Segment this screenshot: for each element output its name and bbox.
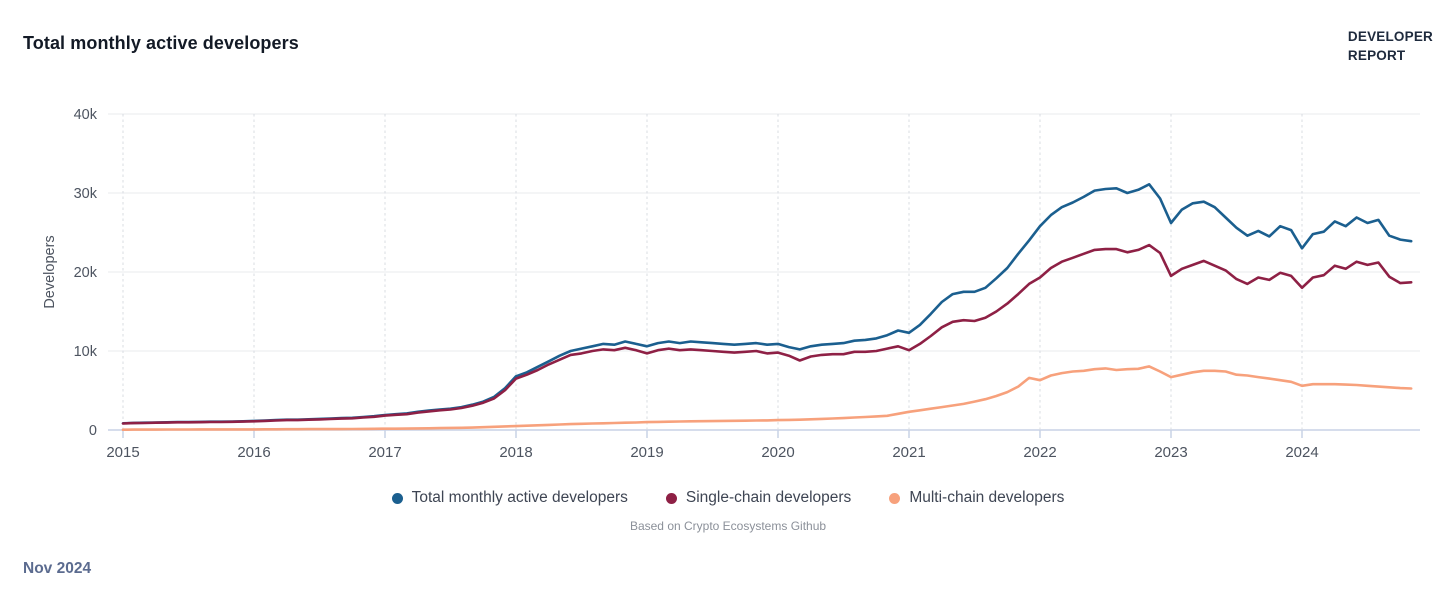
- page-title: Total monthly active developers: [23, 33, 299, 53]
- legend-label: Total monthly active developers: [411, 489, 628, 506]
- chart-legend: Total monthly active developers Single-ch…: [0, 489, 1456, 507]
- x-tick-label: 2021: [892, 444, 925, 461]
- legend-label: Single-chain developers: [685, 489, 852, 506]
- y-tick-label: 0: [89, 423, 97, 439]
- y-tick-label: 30k: [74, 186, 98, 202]
- x-tick-label: 2023: [1154, 444, 1187, 461]
- developer-report-logo: DEVELOPER REPORT: [1348, 27, 1433, 65]
- logo-line-1: DEVELOPER: [1347, 29, 1433, 44]
- y-axis-title: Developers: [42, 235, 58, 308]
- x-tick-label: 2019: [630, 444, 663, 461]
- chart-source-caption: Based on Crypto Ecosystems Github: [629, 519, 827, 533]
- legend-dot-icon: [391, 492, 403, 504]
- legend-item-2: Single-chain developers: [665, 489, 852, 507]
- x-tick-label: 2022: [1023, 444, 1056, 461]
- footer-date: Nov 2024: [23, 560, 92, 577]
- legend-item-1: Total monthly active developers: [391, 489, 628, 507]
- legend-dot-icon: [889, 492, 901, 504]
- legend-item-3: Multi-chain developers: [889, 489, 1064, 507]
- legend-label: Multi-chain developers: [909, 489, 1065, 506]
- x-tick-label: 2018: [499, 444, 532, 461]
- y-tick-label: 40k: [74, 107, 98, 123]
- legend-dot-icon: [665, 492, 677, 504]
- y-tick-label: 20k: [74, 265, 98, 281]
- x-tick-label: 2020: [761, 444, 794, 461]
- x-tick-label: 2017: [368, 444, 401, 461]
- series-line-multi-chain-developers: [121, 365, 1413, 431]
- series-line-single-chain-developers: [121, 243, 1413, 425]
- logo-line-2: REPORT: [1347, 48, 1406, 63]
- x-tick-label: 2024: [1285, 444, 1318, 461]
- x-tick-label: 2016: [237, 444, 270, 461]
- x-tick-label: 2015: [106, 444, 139, 461]
- series-line-total-monthly-active-developers: [121, 183, 1413, 425]
- y-tick-label: 10k: [74, 344, 98, 360]
